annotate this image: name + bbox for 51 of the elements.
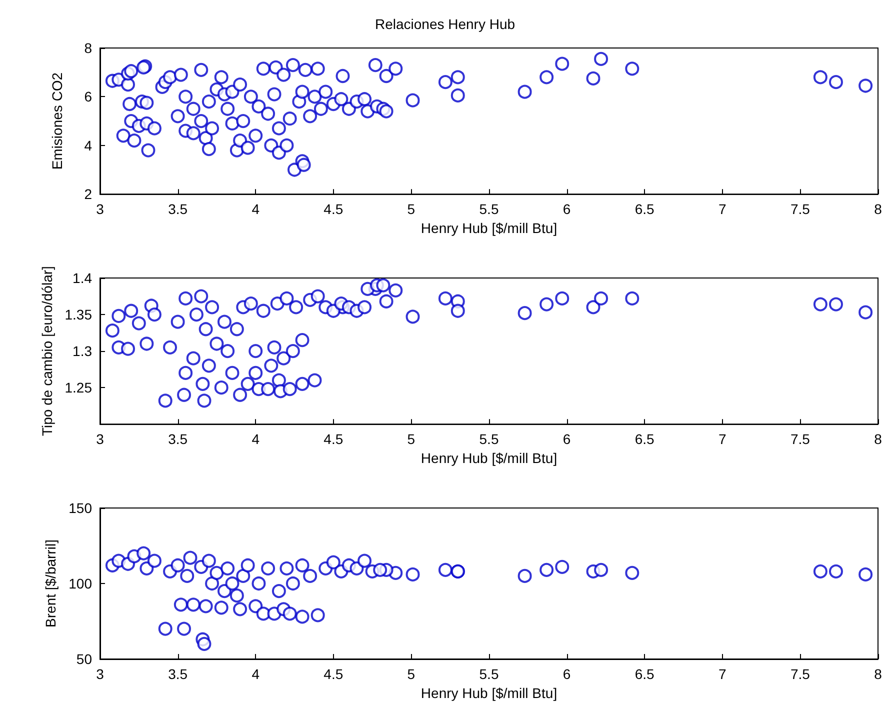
x-tick-label: 4.5 [324, 666, 344, 682]
x-tick-label: 3 [96, 431, 104, 448]
x-axis-title: Henry Hub [$/mill Btu] [420, 220, 558, 236]
x-tick-label: 5 [407, 666, 416, 682]
x-tick-label: 3 [96, 201, 104, 218]
x-tick-label: 6.5 [634, 431, 655, 448]
x-tick-label: 7 [718, 431, 726, 448]
x-tick-label: 5.5 [479, 201, 499, 218]
x-tick-label: 6.5 [634, 201, 655, 218]
x-tick-label: 7 [718, 666, 726, 682]
y-tick-label: 150 [68, 500, 92, 516]
y-tick-label: 1.35 [64, 306, 92, 323]
y-tick-label: 1.4 [72, 270, 92, 286]
x-tick-label: 8 [874, 201, 882, 218]
y-tick-label: 6 [84, 88, 92, 105]
y-tick-label: 1.3 [72, 343, 92, 360]
x-tick-label: 5 [407, 431, 416, 448]
x-tick-label: 7.5 [790, 201, 810, 218]
x-tick-label: 6 [562, 666, 571, 682]
y-tick-label: 2 [84, 186, 92, 202]
x-tick-label: 4 [252, 666, 260, 682]
x-tick-label: 6 [562, 201, 571, 218]
x-tick-label: 3.5 [168, 431, 188, 448]
x-tick-label: 7 [718, 201, 726, 218]
x-tick-label: 4.5 [324, 431, 344, 448]
x-axis-title: Henry Hub [$/mill Btu] [420, 684, 558, 701]
x-tick-label: 5 [407, 201, 416, 218]
y-axis-title: Brent [$/barril] [42, 540, 59, 628]
x-tick-label: 5.5 [479, 431, 499, 448]
y-tick-label: 50 [76, 651, 92, 667]
x-tick-label: 4.5 [324, 201, 344, 218]
x-tick-label: 6.5 [634, 666, 655, 682]
x-axis-title: Henry Hub [$/mill Btu] [420, 450, 558, 466]
x-tick-label: 7.5 [790, 666, 810, 682]
x-tick-label: 4 [252, 431, 260, 448]
y-axis-title: Emisiones CO2 [49, 72, 65, 170]
y-axis-title: Tipo de cambio [euro/dólar] [38, 266, 55, 436]
y-tick-label: 1.25 [64, 380, 92, 396]
x-tick-label: 3.5 [168, 666, 188, 682]
y-tick-label: 100 [68, 576, 92, 592]
x-tick-label: 7.5 [790, 431, 810, 448]
x-tick-label: 3.5 [168, 201, 188, 218]
x-tick-label: 8 [874, 666, 882, 682]
y-tick-label: 4 [84, 137, 92, 154]
x-tick-label: 8 [874, 431, 882, 448]
x-tick-label: 6 [562, 431, 571, 448]
x-tick-label: 3 [96, 666, 104, 682]
x-tick-label: 4 [252, 201, 260, 218]
y-tick-label: 8 [84, 40, 92, 56]
x-tick-label: 5.5 [479, 666, 499, 682]
chart-title: Relaciones Henry Hub [374, 16, 516, 32]
